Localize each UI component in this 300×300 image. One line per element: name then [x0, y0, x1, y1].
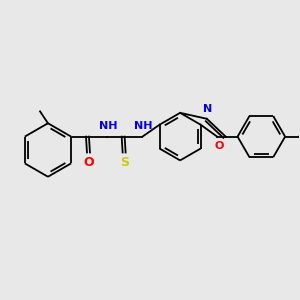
Text: O: O — [214, 141, 224, 151]
Text: N: N — [203, 104, 212, 114]
Text: NH: NH — [134, 121, 153, 131]
Text: O: O — [84, 156, 94, 170]
Text: S: S — [120, 156, 129, 170]
Text: NH: NH — [98, 121, 117, 131]
